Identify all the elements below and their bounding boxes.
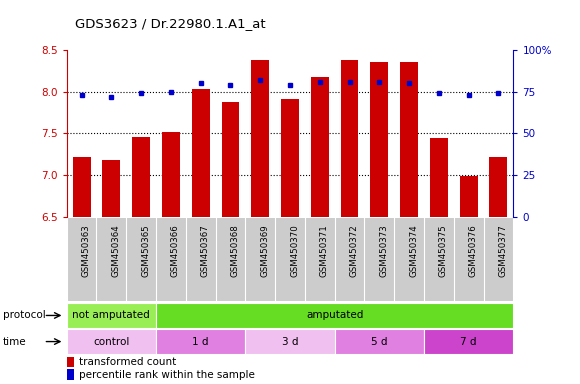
Bar — [222, 102, 240, 217]
Bar — [72, 157, 90, 217]
Bar — [371, 63, 388, 217]
Bar — [490, 157, 508, 217]
Bar — [245, 329, 335, 354]
Bar — [400, 63, 418, 217]
Text: GSM450365: GSM450365 — [141, 224, 150, 277]
Bar — [67, 329, 156, 354]
Bar — [430, 137, 448, 217]
Text: GSM450374: GSM450374 — [409, 224, 418, 277]
Text: protocol: protocol — [3, 310, 46, 321]
Bar — [335, 329, 424, 354]
Text: GSM450364: GSM450364 — [111, 224, 121, 277]
Bar — [281, 99, 299, 217]
Text: 3 d: 3 d — [282, 336, 298, 347]
Bar — [103, 160, 120, 217]
Text: time: time — [3, 336, 27, 347]
Text: not amputated: not amputated — [72, 310, 150, 321]
Text: GSM450372: GSM450372 — [350, 224, 358, 277]
Text: 5 d: 5 d — [371, 336, 387, 347]
Text: GSM450376: GSM450376 — [469, 224, 478, 277]
Text: GSM450366: GSM450366 — [171, 224, 180, 277]
Bar — [424, 329, 513, 354]
Text: 1 d: 1 d — [193, 336, 209, 347]
Text: GSM450370: GSM450370 — [290, 224, 299, 277]
Text: GSM450371: GSM450371 — [320, 224, 329, 277]
Bar — [460, 176, 477, 217]
Text: GSM450373: GSM450373 — [379, 224, 389, 277]
Text: GSM450363: GSM450363 — [82, 224, 90, 277]
Bar — [156, 329, 245, 354]
Bar — [251, 60, 269, 217]
Text: control: control — [93, 336, 129, 347]
Text: 7 d: 7 d — [461, 336, 477, 347]
Text: GSM450367: GSM450367 — [201, 224, 210, 277]
Text: GSM450377: GSM450377 — [498, 224, 508, 277]
Text: GSM450375: GSM450375 — [439, 224, 448, 277]
Text: GSM450368: GSM450368 — [230, 224, 240, 277]
Bar — [156, 303, 513, 328]
Bar — [67, 303, 156, 328]
Text: GSM450369: GSM450369 — [260, 224, 269, 277]
Text: GDS3623 / Dr.22980.1.A1_at: GDS3623 / Dr.22980.1.A1_at — [75, 17, 266, 30]
Bar — [311, 78, 329, 217]
Bar — [132, 137, 150, 217]
Bar — [162, 132, 180, 217]
Text: amputated: amputated — [306, 310, 363, 321]
Bar — [192, 89, 209, 217]
Text: transformed count: transformed count — [79, 357, 177, 367]
Bar — [340, 60, 358, 217]
Text: percentile rank within the sample: percentile rank within the sample — [79, 370, 255, 380]
